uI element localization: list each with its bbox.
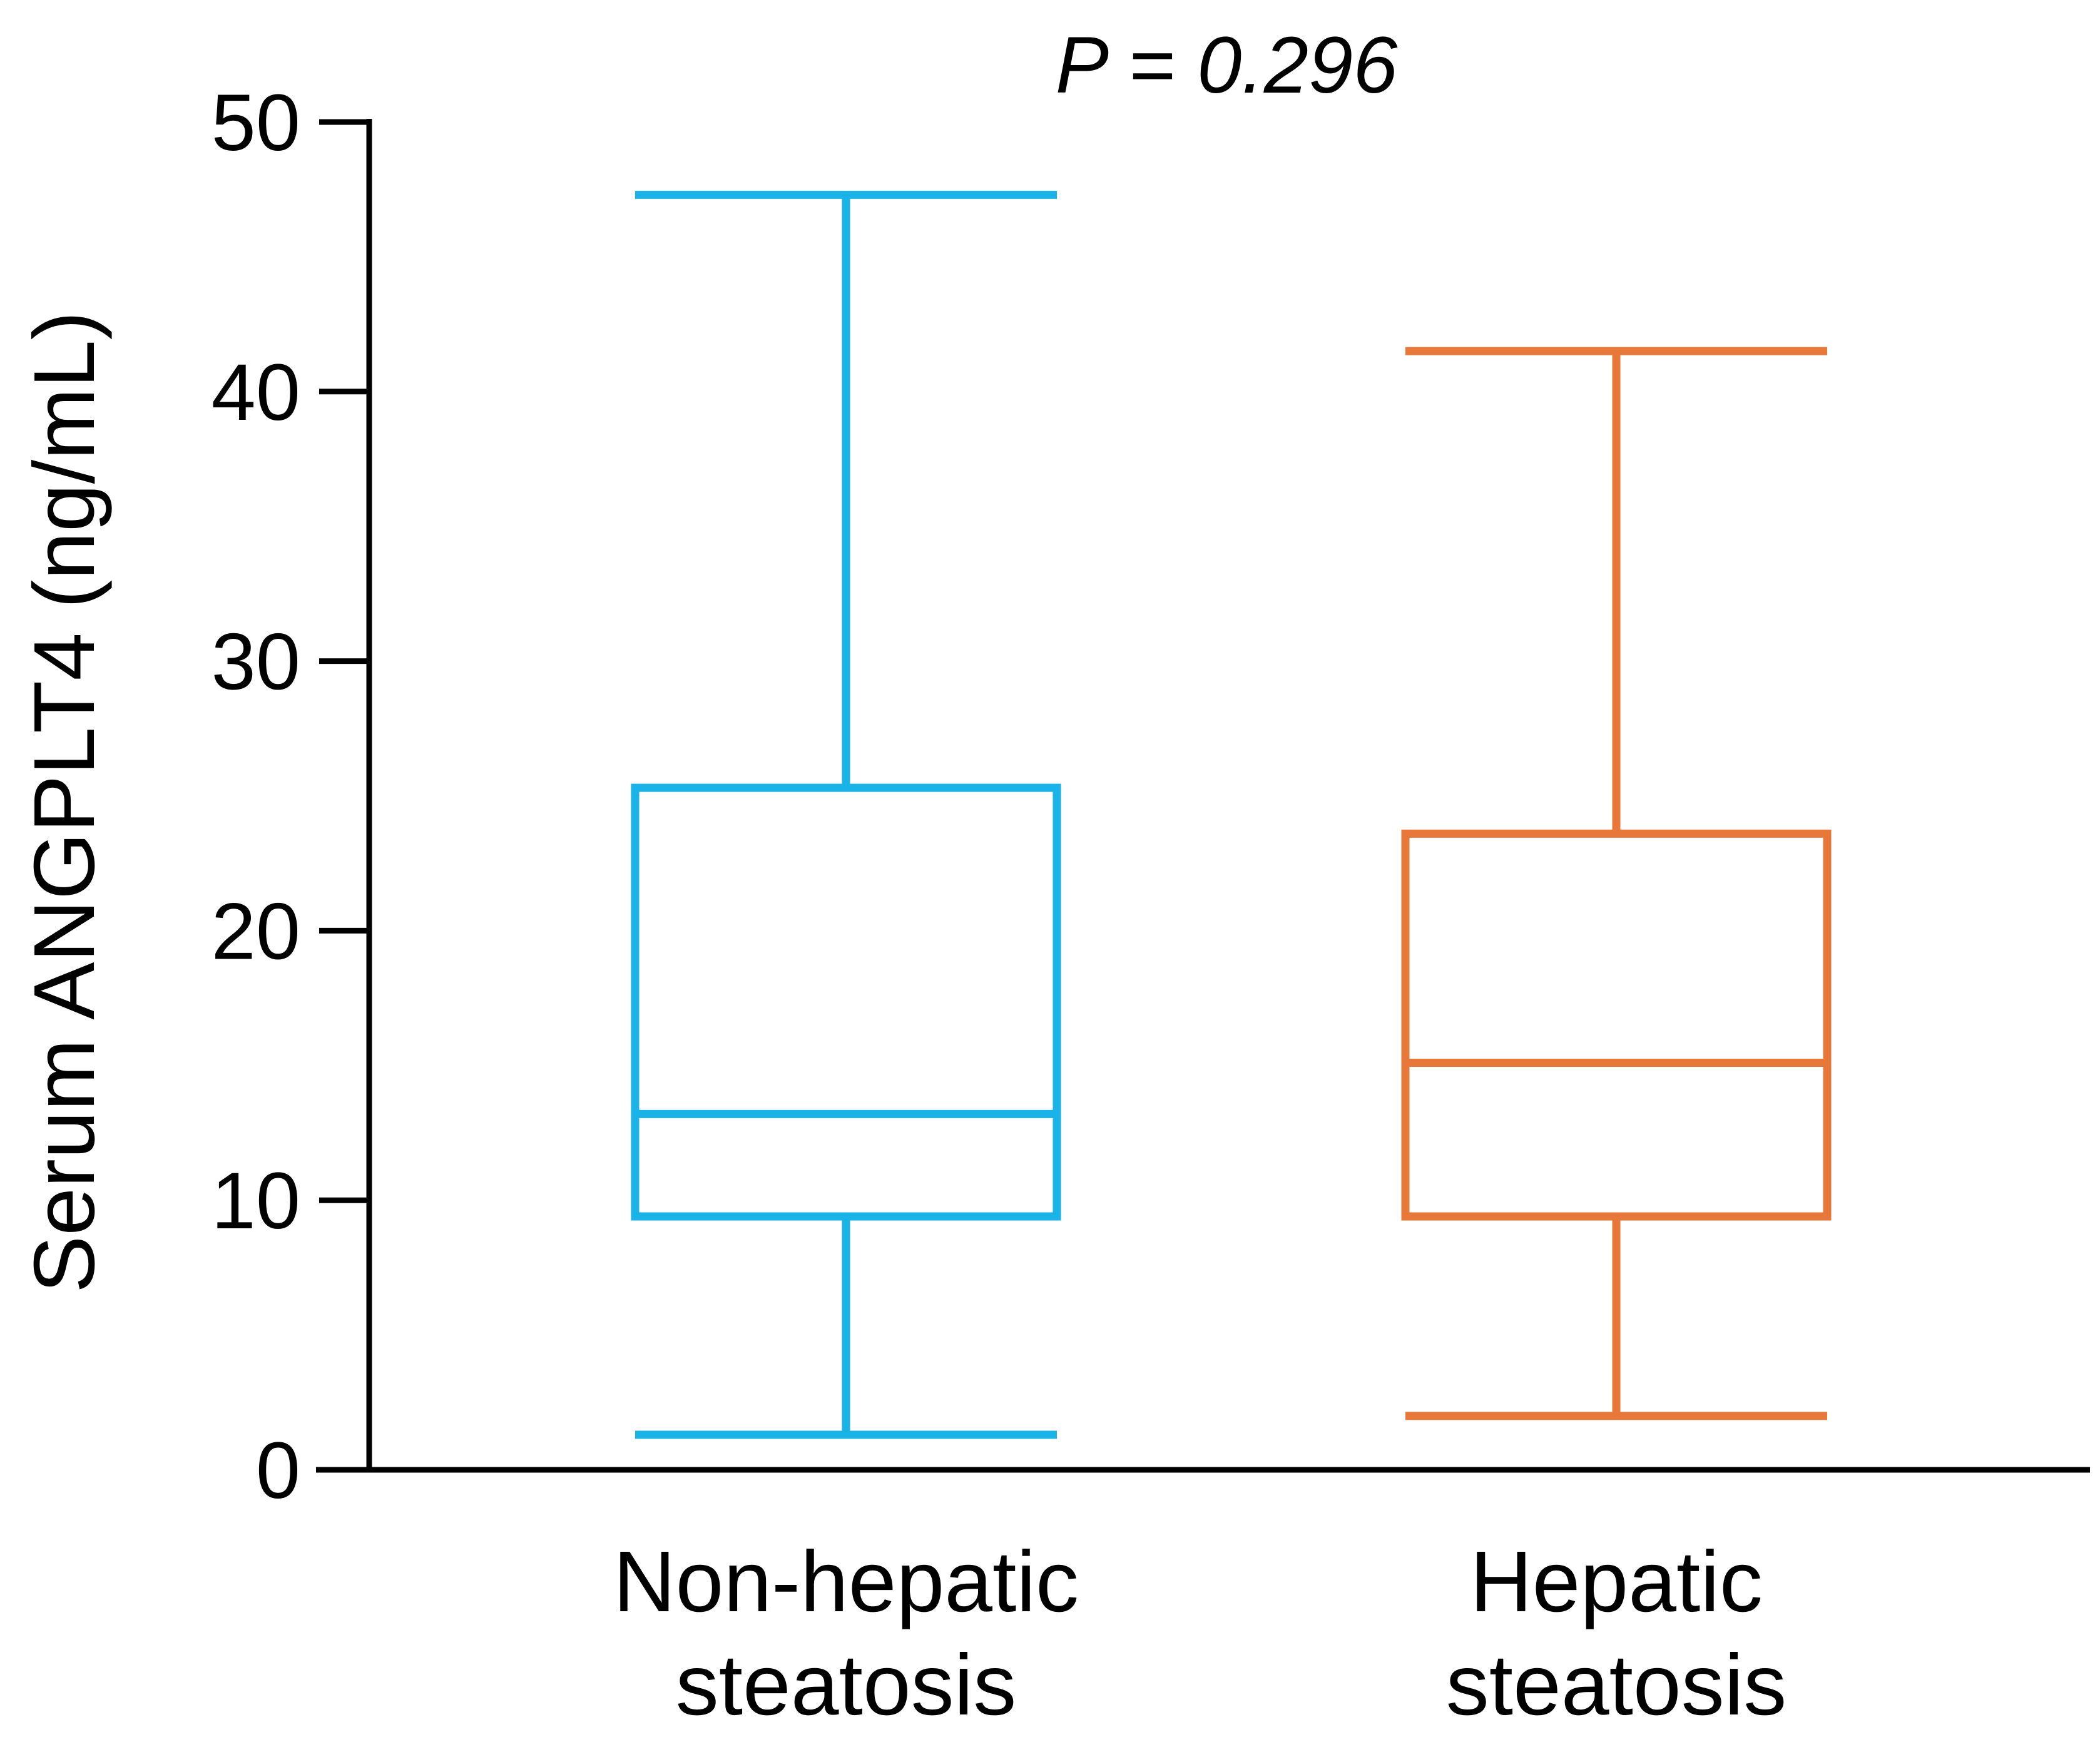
category-label-line: Non-hepatic xyxy=(613,1534,1079,1630)
category-label-line: steatosis xyxy=(676,1637,1017,1733)
boxes xyxy=(631,190,1832,1439)
y-tick-label: 0 xyxy=(256,1426,300,1515)
y-tick-label: 10 xyxy=(212,1156,300,1246)
p-value-annotation: P = 0.296 xyxy=(1056,21,1399,110)
box-group xyxy=(1401,347,1832,1420)
y-ticks: 0 10 20 30 40 50 xyxy=(212,78,369,1515)
y-tick-label: 50 xyxy=(212,78,300,168)
category-label-line: steatosis xyxy=(1446,1637,1787,1733)
y-tick-label: 20 xyxy=(212,887,300,976)
y-tick-label: 30 xyxy=(212,618,300,707)
axes xyxy=(316,119,2090,1473)
category-label-line: Hepatic xyxy=(1470,1534,1763,1630)
box-group xyxy=(631,190,1061,1439)
y-axis-title: Serum ANGPLT4 (ng/mL) xyxy=(16,311,113,1293)
iqr-box xyxy=(631,783,1061,1221)
iqr-box xyxy=(1401,829,1832,1221)
y-tick-label: 40 xyxy=(212,348,300,437)
